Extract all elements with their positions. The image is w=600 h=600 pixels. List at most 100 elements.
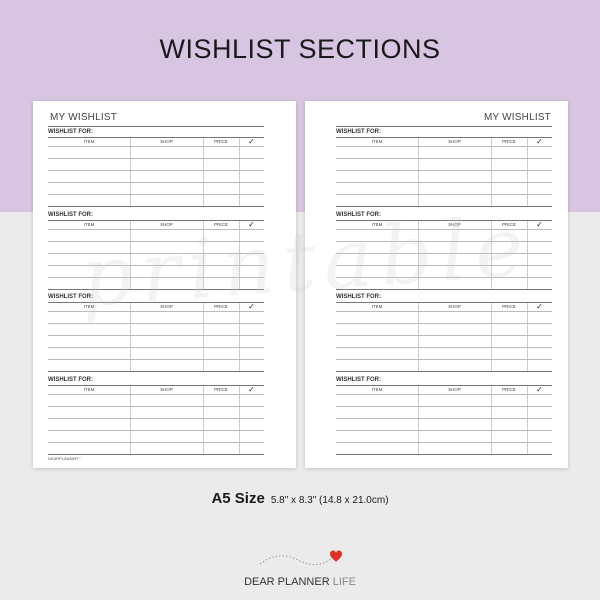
table-row-line bbox=[336, 228, 552, 230]
table-row-line bbox=[336, 170, 552, 171]
column-divider bbox=[527, 138, 528, 207]
wishlist-table: ITEM SHOP PRICE ✓ bbox=[48, 384, 264, 455]
table-row-line bbox=[48, 252, 264, 254]
table-row-line bbox=[336, 276, 552, 278]
wishlist-section: WISHLIST FOR: ITEM SHOP PRICE ✓ bbox=[336, 377, 552, 455]
table-row-line bbox=[336, 206, 552, 207]
wishlist-table: ITEM SHOP PRICE ✓ bbox=[336, 219, 552, 290]
column-divider bbox=[239, 385, 240, 455]
page-heading: MY WISHLIST bbox=[50, 112, 118, 123]
column-header: SHOP bbox=[448, 139, 461, 144]
column-header: ITEM bbox=[83, 386, 95, 392]
wishlist-table: ITEM SHOP PRICE ✓ bbox=[48, 302, 264, 372]
table-row-line bbox=[48, 158, 264, 159]
column-header: ITEM bbox=[83, 221, 95, 227]
column-header: SHOP bbox=[448, 304, 461, 309]
section-label: WISHLIST FOR: bbox=[48, 211, 93, 218]
section-label: WISHLIST FOR: bbox=[336, 294, 381, 300]
table-row-line bbox=[48, 347, 264, 348]
column-header: ✓ bbox=[536, 384, 543, 394]
table-row-line bbox=[336, 393, 552, 395]
column-header: ITEM bbox=[83, 139, 95, 144]
page-footer: DEARPLANNER♡ bbox=[48, 456, 82, 461]
table-row-line bbox=[336, 441, 552, 443]
column-divider bbox=[239, 220, 240, 290]
column-header: PRICE bbox=[502, 304, 516, 309]
table-row-line bbox=[336, 371, 552, 372]
section-label: WISHLIST FOR: bbox=[48, 294, 93, 300]
section-label: WISHLIST FOR: bbox=[48, 129, 93, 135]
column-divider bbox=[418, 138, 419, 207]
table-row-line bbox=[48, 335, 264, 336]
column-divider bbox=[203, 303, 204, 372]
planner-page-right: MY WISHLIST WISHLIST FOR: ITEM SHOP PRICE ✓ W… bbox=[305, 101, 568, 468]
table-row-line bbox=[336, 335, 552, 336]
table-row-line bbox=[48, 182, 264, 183]
column-header: ✓ bbox=[248, 302, 255, 311]
table-row-line bbox=[48, 288, 264, 290]
column-divider bbox=[527, 303, 528, 372]
wishlist-table: ITEM SHOP PRICE ✓ bbox=[336, 137, 552, 207]
column-header: ✓ bbox=[536, 137, 543, 146]
section-label: WISHLIST FOR: bbox=[336, 376, 381, 383]
column-divider bbox=[527, 220, 528, 290]
table-row-line bbox=[336, 311, 552, 312]
table-row-line bbox=[48, 405, 264, 407]
table-row-line bbox=[336, 417, 552, 419]
column-header: ✓ bbox=[536, 219, 543, 229]
table-row-line bbox=[48, 359, 264, 360]
table-row-line bbox=[336, 158, 552, 159]
table-row-line bbox=[48, 311, 264, 312]
section-label: WISHLIST FOR: bbox=[48, 376, 93, 383]
brand-light: LIFE bbox=[329, 576, 356, 588]
table-row-line bbox=[336, 429, 552, 431]
table-row-line bbox=[48, 371, 264, 372]
table-row-line bbox=[48, 194, 264, 195]
column-header: ITEM bbox=[371, 221, 383, 227]
column-header: ✓ bbox=[248, 219, 255, 229]
column-header: SHOP bbox=[448, 386, 461, 392]
column-header: SHOP bbox=[160, 386, 173, 392]
size-label: A5 Size bbox=[211, 490, 265, 507]
table-row-line bbox=[336, 146, 552, 147]
section-label: WISHLIST FOR: bbox=[336, 211, 381, 218]
table-row-line bbox=[48, 264, 264, 266]
column-divider bbox=[491, 138, 492, 207]
divider bbox=[48, 126, 264, 127]
column-header: PRICE bbox=[214, 221, 228, 227]
wishlist-table: ITEM SHOP PRICE ✓ bbox=[336, 302, 552, 372]
table-row-line bbox=[336, 240, 552, 242]
size-dims: 5.8" x 8.3" (14.8 x 21.0cm) bbox=[270, 495, 389, 506]
column-divider bbox=[527, 385, 528, 455]
column-header: ✓ bbox=[248, 137, 255, 146]
column-header: ITEM bbox=[371, 139, 383, 144]
wishlist-table: ITEM SHOP PRICE ✓ bbox=[48, 137, 264, 207]
wishlist-table: ITEM SHOP PRICE ✓ bbox=[48, 219, 264, 290]
table-row-line bbox=[336, 453, 552, 455]
column-header: ITEM bbox=[371, 304, 383, 309]
column-header: ✓ bbox=[248, 384, 255, 394]
table-row-line bbox=[336, 182, 552, 183]
column-header: PRICE bbox=[214, 386, 228, 392]
column-divider bbox=[203, 138, 204, 207]
column-header: ITEM bbox=[83, 304, 95, 309]
divider bbox=[336, 126, 552, 127]
column-divider bbox=[491, 385, 492, 455]
column-header: PRICE bbox=[214, 139, 228, 144]
column-header: SHOP bbox=[160, 304, 173, 309]
column-divider bbox=[418, 220, 419, 290]
wishlist-section: WISHLIST FOR: ITEM SHOP PRICE ✓ bbox=[48, 294, 264, 372]
column-divider bbox=[491, 303, 492, 372]
wishlist-section: WISHLIST FOR: ITEM SHOP PRICE ✓ bbox=[48, 377, 264, 455]
table-row-line bbox=[336, 194, 552, 195]
table-row-line bbox=[48, 146, 264, 147]
column-header: SHOP bbox=[448, 221, 461, 227]
column-header: PRICE bbox=[502, 221, 516, 227]
size-info: A5 Size 5.8" x 8.3" (14.8 x 21.0cm) bbox=[0, 490, 600, 508]
table-row-line bbox=[48, 429, 264, 431]
table-row-line bbox=[336, 359, 552, 360]
column-divider bbox=[418, 385, 419, 455]
column-header: SHOP bbox=[160, 139, 173, 144]
table-row-line bbox=[336, 323, 552, 324]
column-divider bbox=[130, 385, 131, 455]
